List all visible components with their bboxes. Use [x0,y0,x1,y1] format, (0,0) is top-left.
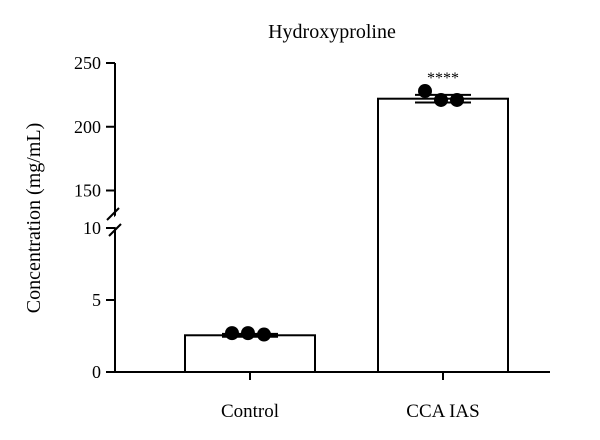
y-axis-label: Concentration (mg/mL) [23,123,45,314]
bar-control [184,334,316,373]
plot-area: 0 5 10 150 200 250 Control CCA IAS **** [74,53,550,422]
data-point [225,326,239,341]
y-tick-label: 200 [74,117,101,137]
significance-label: **** [427,70,459,87]
data-point [450,92,464,107]
x-tick-label: Control [221,401,279,422]
data-point [418,84,432,99]
axis-break-mark-top [106,207,120,221]
chart-title: Hydroxyproline [268,21,396,43]
y-tick-label: 150 [74,181,101,201]
y-tick-label: 250 [74,53,101,73]
bar-cca-ias [377,97,509,373]
data-point [257,327,271,342]
y-tick-label: 0 [92,362,101,382]
data-point [241,326,255,341]
x-tick-label: CCA IAS [406,401,479,422]
data-point [434,92,448,107]
axis-break-mark-bottom [108,223,122,237]
y-tick-label: 10 [83,218,101,238]
y-tick-label: 5 [92,290,101,310]
